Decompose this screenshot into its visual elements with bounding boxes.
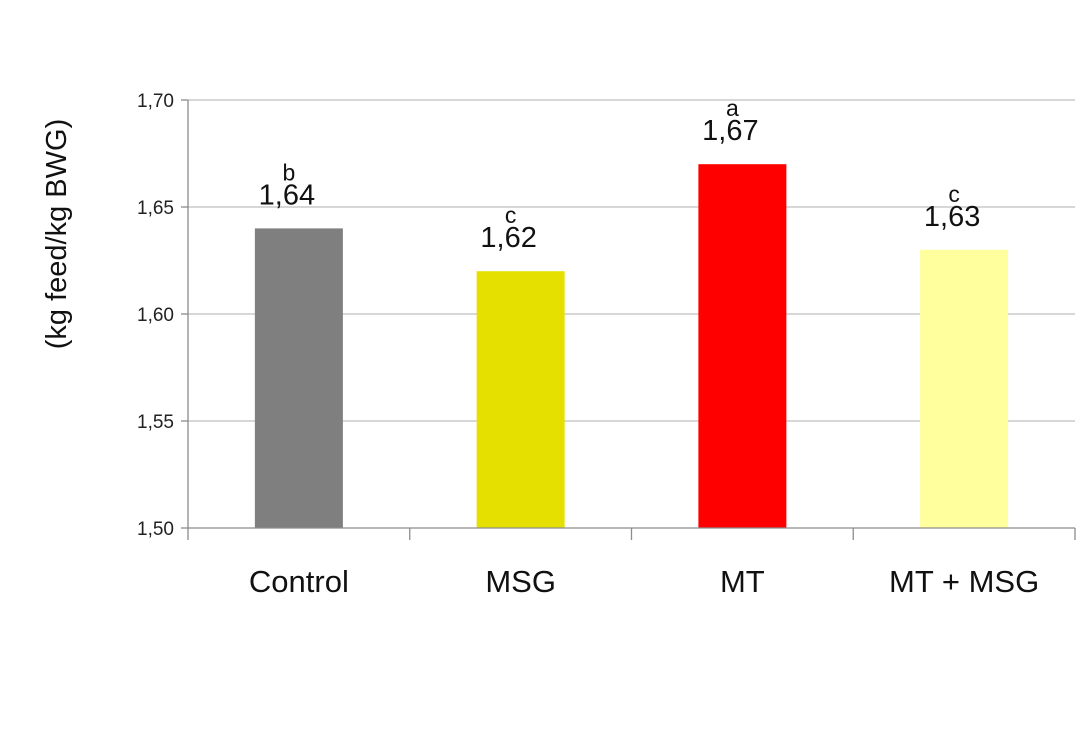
y-axis-title: (kg feed/kg BWG) [41,119,73,349]
significance-label: a [726,95,739,121]
axes [181,99,1076,540]
significance-label: b [282,159,295,185]
significance-label: c [505,202,517,228]
bar [254,228,343,528]
category-label: MSG [485,564,556,599]
y-tick-label: 1,70 [137,91,174,112]
category-label: MT [720,564,765,599]
data-label: 1,62 [480,222,536,254]
labels: 1,501,551,601,651,701,64bControl1,62cMSG… [137,91,1039,599]
data-label: 1,64 [259,179,315,211]
bars [254,164,1009,529]
data-label: 1,67 [702,115,758,147]
y-tick-label: 1,60 [137,305,174,326]
bar [698,164,787,528]
bar [920,249,1009,529]
data-label: 1,63 [924,201,980,233]
category-label: MT + MSG [889,564,1039,599]
y-tick-label: 1,65 [137,198,174,219]
bar [476,271,565,528]
y-tick-label: 1,50 [137,519,174,540]
category-label: Control [249,564,349,599]
significance-label: c [948,181,960,207]
y-tick-label: 1,55 [137,412,174,433]
